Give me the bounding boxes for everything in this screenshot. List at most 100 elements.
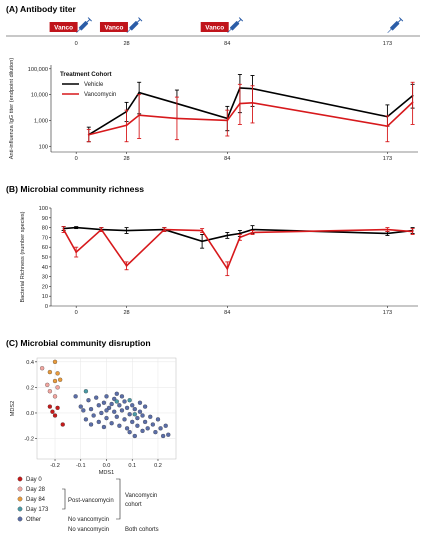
syringe-needle <box>387 29 392 33</box>
scatter-point-other <box>122 399 127 404</box>
syringe-plunger <box>86 18 91 23</box>
y-tick-label: 80 <box>42 226 48 232</box>
scatter-point-other <box>163 423 168 428</box>
timeline-day-label: 28 <box>123 41 129 47</box>
bracket-vanco-cohort <box>116 478 121 520</box>
syringe-plunger <box>137 18 141 23</box>
vanco-label: Vanco <box>105 25 124 32</box>
y-tick-label: 0.2 <box>26 385 34 391</box>
x-tick-label: 0.0 <box>103 463 111 469</box>
data-point <box>125 264 128 267</box>
legend-note-cohort: Vancomycin <box>125 493 157 499</box>
scatter-point-other <box>96 403 101 408</box>
scatter-point-day-0 <box>55 405 60 411</box>
timeline-day-label: 0 <box>75 41 78 47</box>
data-point <box>411 230 414 233</box>
legend-note-both-cohorts: Both cohorts <box>125 527 159 533</box>
scatter-point-day-84 <box>58 377 63 382</box>
y-tick-label: 1,000 <box>34 118 48 124</box>
data-point <box>138 114 141 117</box>
legend-title: Treatment Cohort <box>60 71 112 78</box>
data-point <box>100 228 103 231</box>
data-point <box>251 231 254 234</box>
scatter-point-other <box>99 410 104 416</box>
y-tick-label: 20 <box>42 284 48 290</box>
x-tick-label: 0.1 <box>128 463 136 469</box>
y-tick-label: 0 <box>45 304 48 310</box>
scatter-point-other <box>127 412 132 417</box>
y-tick-label: 50 <box>42 255 48 261</box>
scatter-point-day-28 <box>47 389 53 394</box>
scatter-point-day-28 <box>45 382 50 387</box>
syringe-icon <box>227 17 244 33</box>
scatter-point-other <box>86 398 91 403</box>
scatter-point-other <box>104 394 109 399</box>
scatter-point-other <box>73 394 78 399</box>
legend-label: Day 173 <box>26 507 49 513</box>
panel-a-title: (A) Antibody titer <box>6 4 77 14</box>
legend-label: Vehicle <box>84 82 104 88</box>
scatter-point-other <box>124 405 130 411</box>
legend-note-no-vancomycin: No vancomycin <box>68 527 109 533</box>
x-tick-label: 0 <box>75 310 78 316</box>
y-tick-label: 10,000 <box>31 93 48 99</box>
scatter-point-other <box>104 415 109 421</box>
scatter-point-day-28 <box>39 366 45 371</box>
scatter-point-day-28 <box>52 394 58 399</box>
syringe-icon <box>76 17 92 33</box>
scatter-point-other <box>127 430 132 435</box>
scatter-point-other <box>104 408 109 413</box>
scatter-point-other <box>145 426 150 431</box>
scatter-point-other <box>153 430 158 435</box>
scatter-point-other <box>109 401 114 407</box>
x-tick-label: 28 <box>123 156 129 162</box>
scatter-point-day-84 <box>52 378 58 384</box>
vanco-treatment-box <box>49 22 78 32</box>
scatter-point-other <box>137 400 143 405</box>
scatter-point-day-173 <box>83 389 89 394</box>
syringe-needle <box>227 29 232 33</box>
y-tick-label: 40 <box>42 265 48 271</box>
data-point <box>125 124 128 127</box>
syringe-barrel <box>129 21 139 31</box>
scatter-point-other <box>135 423 140 428</box>
x-tick-label: 84 <box>224 310 230 316</box>
syringe-icon <box>126 17 143 33</box>
scatter-point-other <box>142 404 148 409</box>
legend-swatch <box>17 516 23 522</box>
data-point <box>251 228 254 231</box>
series-line-vancomycin <box>88 101 414 136</box>
x-tick-label: 0 <box>75 156 78 162</box>
data-point <box>176 117 178 120</box>
data-point <box>226 234 229 237</box>
scatter-point-other <box>137 409 143 414</box>
legend-label: Other <box>26 517 41 523</box>
data-point <box>87 133 90 136</box>
legend-note-cohort: cohort <box>125 502 142 508</box>
data-point <box>163 228 166 231</box>
data-point <box>386 228 389 231</box>
scatter-point-other <box>132 433 137 439</box>
scatter-point-other <box>78 404 83 409</box>
scatter-point-day-173 <box>127 398 132 403</box>
legend-swatch <box>17 496 23 502</box>
x-tick-label: 84 <box>224 156 230 162</box>
legend-label: Day 0 <box>26 477 42 483</box>
scatter-point-other <box>150 422 155 427</box>
syringe-handle <box>87 17 92 22</box>
data-point <box>62 228 65 231</box>
legend-swatch <box>17 486 23 492</box>
x-axis-label: MDS1 <box>99 470 115 476</box>
series-line-vancomycin <box>62 228 413 271</box>
syringe-plunger <box>237 18 242 23</box>
y-tick-label: 90 <box>42 216 48 222</box>
x-tick-label: -0.1 <box>76 463 86 469</box>
x-tick-label: 173 <box>383 310 392 316</box>
scatter-point-day-0 <box>60 422 65 427</box>
bracket-post-vanco <box>62 488 66 510</box>
x-tick-label: 173 <box>383 156 392 162</box>
scatter-point-other <box>142 419 148 425</box>
scatter-point-other <box>106 405 112 411</box>
scatter-point-other <box>81 408 86 413</box>
data-point <box>238 232 241 235</box>
